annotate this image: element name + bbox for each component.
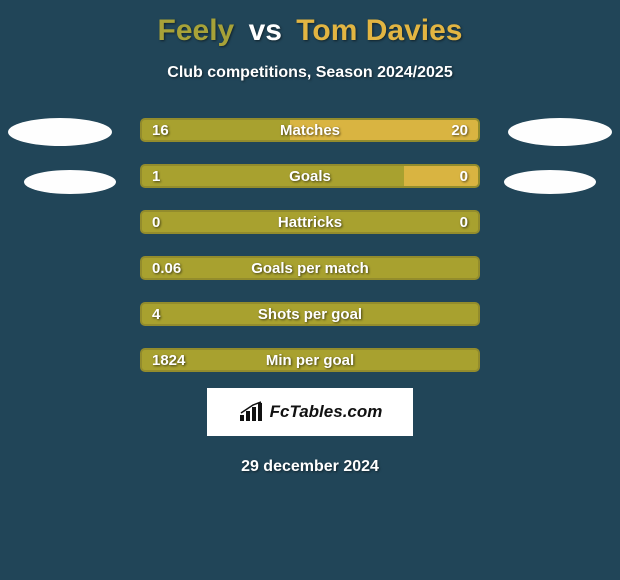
logo-box: FcTables.com xyxy=(207,388,413,436)
stat-value-left: 16 xyxy=(152,120,169,140)
comparison-chart: Matches1620Goals10Hattricks00Goals per m… xyxy=(0,118,620,372)
player2-name: Tom Davies xyxy=(296,14,462,47)
stat-row: Matches16 20 xyxy=(140,118,480,142)
stat-row: Goals per match0.06 xyxy=(140,256,480,280)
stat-value-left: 1824 xyxy=(152,350,185,370)
stat-label: Min per goal xyxy=(142,350,478,370)
stat-label: Shots per goal xyxy=(142,304,478,324)
player2-badge-bottom xyxy=(504,170,596,194)
stat-row: Min per goal1824 xyxy=(140,348,480,372)
page-title: Feely vs Tom Davies xyxy=(0,0,620,48)
date-text: 29 december 2024 xyxy=(0,458,620,476)
subtitle: Club competitions, Season 2024/2025 xyxy=(0,64,620,82)
player1-name: Feely xyxy=(158,14,235,47)
stat-row: Hattricks0 0 xyxy=(140,210,480,234)
player1-badge-top xyxy=(8,118,112,146)
stat-row: Goals1 0 xyxy=(140,164,480,188)
stat-value-right: 20 xyxy=(451,120,468,140)
stat-value-right: 0 xyxy=(460,166,468,186)
stat-value-left: 1 xyxy=(152,166,160,186)
stat-value-left: 4 xyxy=(152,304,160,324)
player1-badge-bottom xyxy=(24,170,116,194)
logo-text: FcTables.com xyxy=(270,402,383,422)
bars-container: Matches1620Goals10Hattricks00Goals per m… xyxy=(140,118,480,372)
stat-value-left: 0 xyxy=(152,212,160,232)
stat-value-right: 0 xyxy=(460,212,468,232)
stat-label: Goals xyxy=(142,166,478,186)
stat-row: Shots per goal4 xyxy=(140,302,480,326)
stat-value-left: 0.06 xyxy=(152,258,181,278)
vs-text: vs xyxy=(249,14,282,47)
stat-label: Matches xyxy=(142,120,478,140)
stat-label: Goals per match xyxy=(142,258,478,278)
player2-badge-top xyxy=(508,118,612,146)
fctables-logo-icon xyxy=(238,401,266,423)
stat-label: Hattricks xyxy=(142,212,478,232)
